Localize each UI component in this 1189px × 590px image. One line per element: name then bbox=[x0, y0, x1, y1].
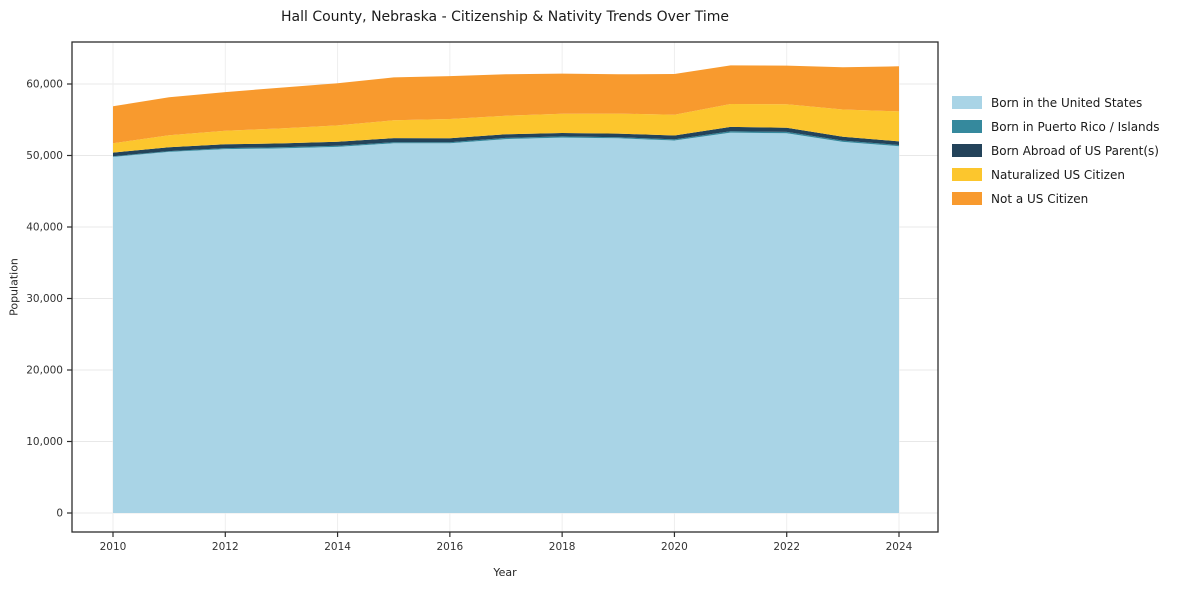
tick-label-x: 2018 bbox=[549, 541, 576, 553]
tick-label-x: 2014 bbox=[324, 541, 351, 553]
tick-label-y: 0 bbox=[56, 508, 63, 520]
legend-swatch bbox=[952, 144, 982, 157]
plot-border bbox=[71, 41, 939, 533]
tick-label-x: 2022 bbox=[773, 541, 800, 553]
legend-label: Naturalized US Citizen bbox=[991, 167, 1125, 182]
legend: Born in the United States Born in Puerto … bbox=[952, 96, 1160, 216]
legend-swatch bbox=[952, 96, 982, 109]
legend-label: Born Abroad of US Parent(s) bbox=[991, 143, 1159, 158]
legend-item: Not a US Citizen bbox=[952, 191, 1160, 206]
tick-label-x: 2020 bbox=[661, 541, 688, 553]
tick-label-y: 30,000 bbox=[26, 293, 63, 305]
tick-label-y: 10,000 bbox=[26, 436, 63, 448]
tick-label-y: 50,000 bbox=[26, 150, 63, 162]
area-series-3 bbox=[113, 104, 899, 153]
y-axis-label: Population bbox=[7, 258, 21, 316]
legend-item: Born Abroad of US Parent(s) bbox=[952, 143, 1160, 158]
legend-swatch bbox=[952, 168, 982, 181]
area-series-4 bbox=[113, 65, 899, 144]
tick-label-x: 2024 bbox=[886, 541, 913, 553]
legend-swatch bbox=[952, 192, 982, 205]
legend-item: Naturalized US Citizen bbox=[952, 167, 1160, 182]
x-axis-label: Year bbox=[493, 566, 517, 579]
tick-label-y: 40,000 bbox=[26, 222, 63, 234]
area-series-2 bbox=[113, 126, 899, 157]
legend-item: Born in Puerto Rico / Islands bbox=[952, 119, 1160, 134]
chart-title: Hall County, Nebraska - Citizenship & Na… bbox=[280, 9, 729, 25]
legend-label: Born in Puerto Rico / Islands bbox=[991, 119, 1160, 134]
tick-label-x: 2016 bbox=[436, 541, 463, 553]
legend-item: Born in the United States bbox=[952, 95, 1160, 110]
legend-label: Not a US Citizen bbox=[991, 191, 1089, 206]
legend-label: Born in the United States bbox=[991, 95, 1143, 110]
tick-label-y: 60,000 bbox=[26, 79, 63, 91]
tick-label-x: 2010 bbox=[100, 541, 127, 553]
tick-label-x: 2012 bbox=[212, 541, 239, 553]
area-series-0 bbox=[113, 132, 899, 513]
legend-swatch bbox=[952, 120, 982, 133]
tick-label-y: 20,000 bbox=[26, 365, 63, 377]
